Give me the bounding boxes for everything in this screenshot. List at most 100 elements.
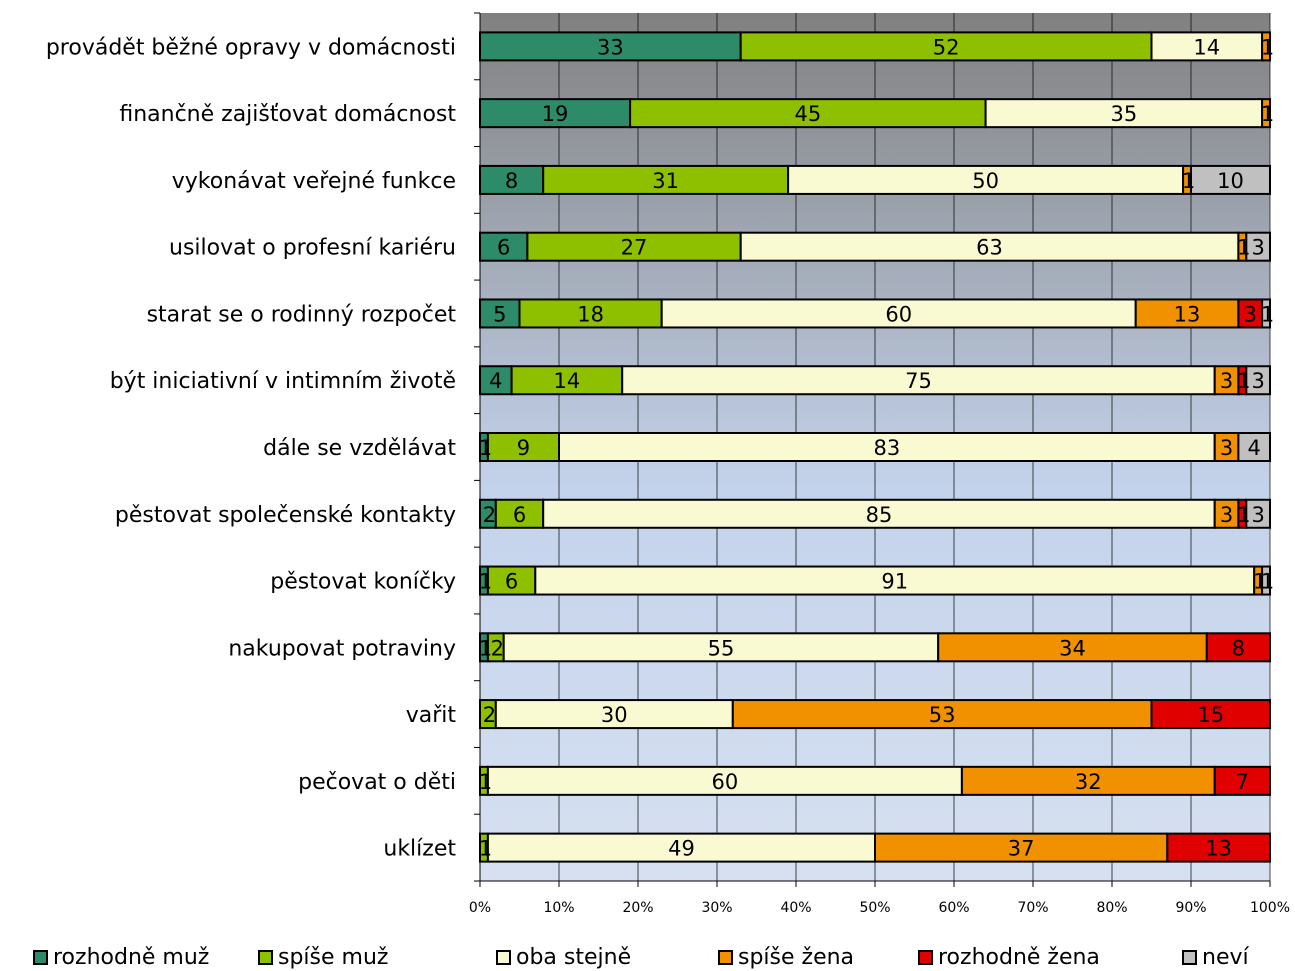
legend-label: neví bbox=[1202, 944, 1249, 970]
bar-segment bbox=[739, 231, 1240, 262]
category-label: uklízet bbox=[383, 837, 456, 862]
category-label: provádět běžné opravy v domácnosti bbox=[46, 35, 456, 60]
value-label: 45 bbox=[794, 102, 821, 126]
bar-segment bbox=[486, 565, 537, 596]
x-tick-label: 100% bbox=[1250, 900, 1290, 916]
value-label: 49 bbox=[668, 837, 695, 861]
bar-segment bbox=[1261, 565, 1271, 596]
value-label: 19 bbox=[542, 102, 569, 126]
legend-label: rozhodně muž bbox=[53, 944, 210, 970]
legend-swatch bbox=[718, 949, 733, 965]
value-label: 32 bbox=[1075, 770, 1102, 794]
value-label: 1 bbox=[479, 770, 491, 794]
bar-segment bbox=[1237, 432, 1272, 462]
category-label: starat se o rodinný rozpočet bbox=[147, 302, 457, 327]
bar-segment bbox=[1213, 765, 1271, 796]
legend-swatch bbox=[258, 949, 273, 965]
value-label: 2 bbox=[491, 636, 503, 660]
bar-segment bbox=[1261, 98, 1271, 129]
category-label: vykonávat veřejné funkce bbox=[172, 169, 456, 194]
legend-swatch bbox=[33, 949, 48, 965]
bar-segment bbox=[984, 98, 1264, 129]
value-label: 6 bbox=[513, 503, 526, 527]
bar-segment bbox=[937, 632, 1208, 663]
bar-segment bbox=[621, 365, 1216, 396]
value-label: 4 bbox=[489, 369, 502, 393]
bar-segment bbox=[1261, 31, 1271, 62]
legend-item: neví bbox=[1182, 943, 1249, 971]
category-label: dále se vzdělávat bbox=[263, 436, 456, 461]
x-tick-label: 20% bbox=[622, 900, 653, 916]
x-tick-label: 0% bbox=[469, 900, 491, 916]
value-label: 13 bbox=[1205, 837, 1232, 861]
bar-segment bbox=[1150, 699, 1271, 730]
x-tick-label: 60% bbox=[938, 900, 969, 916]
bar-segment bbox=[660, 298, 1137, 329]
legend-swatch bbox=[1182, 949, 1197, 965]
value-label: 3 bbox=[1251, 369, 1264, 393]
legend-item: spíše žena bbox=[718, 943, 854, 971]
value-label: 8 bbox=[505, 169, 518, 193]
value-label: 52 bbox=[933, 35, 960, 59]
value-label: 33 bbox=[597, 35, 624, 59]
x-axis-ticks: 0% 10% 20% 30% 40% 50% 60% 70% 80% 90% 100% bbox=[469, 12, 1290, 916]
value-label: 4 bbox=[1248, 436, 1261, 460]
bar-segment bbox=[526, 231, 742, 262]
category-label: pečovat o děti bbox=[298, 770, 456, 795]
x-tick-label: 40% bbox=[780, 900, 811, 916]
value-label: 1 bbox=[1261, 35, 1273, 59]
value-label: 1 bbox=[479, 837, 491, 861]
legend-item: oba stejně bbox=[496, 943, 631, 971]
legend-item: rozhodně muž bbox=[33, 943, 209, 971]
value-label: 3 bbox=[1220, 503, 1233, 527]
bar-segment bbox=[1261, 298, 1271, 329]
bar-segment bbox=[1245, 231, 1272, 262]
bar-segment bbox=[731, 699, 1153, 730]
value-label: 55 bbox=[708, 636, 735, 660]
bars bbox=[479, 31, 1272, 863]
value-label: 9 bbox=[517, 436, 530, 460]
stacked-bar-chart: 33 52 14 119 45 35 18 31 50 1 106 27 63 1 35 18 60 13 3 14 1… bbox=[46, 12, 1290, 916]
category-label: usilovat o profesní kariéru bbox=[169, 236, 456, 261]
category-label: nakupovat potraviny bbox=[228, 636, 456, 661]
bar-segment bbox=[1245, 498, 1272, 529]
bar-segment bbox=[542, 164, 790, 195]
value-label: 3 bbox=[1251, 236, 1264, 260]
value-label: 3 bbox=[1244, 302, 1257, 326]
value-label: 31 bbox=[652, 169, 679, 193]
x-tick-label: 80% bbox=[1096, 900, 1127, 916]
value-label: 50 bbox=[972, 169, 999, 193]
value-label: 1 bbox=[1237, 503, 1249, 527]
value-label: 60 bbox=[885, 302, 912, 326]
value-label: 1 bbox=[479, 570, 491, 594]
legend-swatch bbox=[496, 949, 511, 965]
value-label: 75 bbox=[905, 369, 932, 393]
bar-segment bbox=[1190, 164, 1271, 195]
value-label: 1 bbox=[479, 636, 491, 660]
bar-segment bbox=[1166, 832, 1272, 863]
value-label: 8 bbox=[1232, 636, 1245, 660]
value-label: 18 bbox=[577, 302, 604, 326]
bar-segment bbox=[874, 832, 1169, 863]
x-tick-label: 10% bbox=[543, 900, 574, 916]
value-label: 30 bbox=[601, 703, 628, 727]
legend-item: spíše muž bbox=[258, 943, 388, 971]
value-label: 15 bbox=[1197, 703, 1224, 727]
bar-segment bbox=[494, 699, 734, 730]
legend: rozhodně muž spíše muž oba stejně spíše žen… bbox=[0, 943, 1295, 971]
value-label: 14 bbox=[1193, 35, 1220, 59]
bar-segment bbox=[479, 98, 632, 129]
x-tick-label: 90% bbox=[1175, 900, 1206, 916]
value-label: 1 bbox=[1237, 236, 1249, 260]
value-label: 2 bbox=[483, 703, 495, 727]
value-label: 35 bbox=[1110, 102, 1137, 126]
value-label: 1 bbox=[479, 436, 491, 460]
value-label: 63 bbox=[976, 236, 1003, 260]
bar-segment bbox=[787, 164, 1185, 195]
bar-segment bbox=[558, 432, 1216, 462]
legend-label: spíše muž bbox=[278, 944, 389, 970]
x-tick-label: 30% bbox=[701, 900, 732, 916]
value-label: 2 bbox=[483, 503, 495, 527]
value-label: 1 bbox=[1261, 570, 1273, 594]
x-tick-label: 50% bbox=[859, 900, 890, 916]
